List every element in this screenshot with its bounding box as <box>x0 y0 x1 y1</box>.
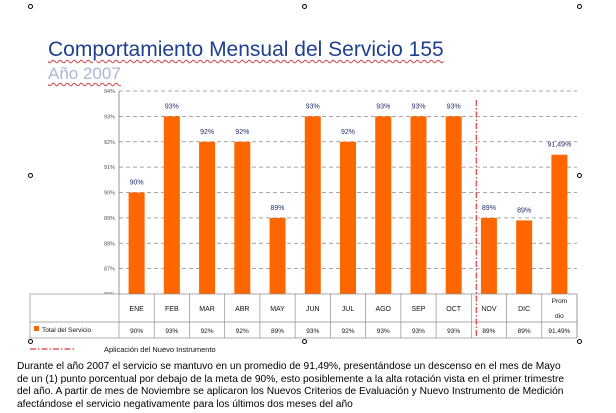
table-value-cell: 93% <box>377 328 390 335</box>
summary-paragraph: Durante el año 2007 el servicio se mantu… <box>17 361 593 411</box>
table-value-cell: 91,49% <box>548 328 570 335</box>
x-category-label: JUL <box>342 306 355 313</box>
table-value-cell: 89% <box>271 328 284 335</box>
selection-handle[interactable] <box>28 173 33 178</box>
table-value-cell: 89% <box>482 328 495 335</box>
bar <box>269 217 286 294</box>
selection-handle[interactable] <box>28 339 33 344</box>
bar-value-label: 92% <box>235 129 249 136</box>
chart-subtitle: Año 2007 <box>48 64 121 83</box>
paragraph-line: Durante el año 2007 el servicio se mantu… <box>17 361 561 372</box>
x-category-label: dio <box>555 313 564 320</box>
paragraph-line: afectándose el servicio negativamente pa… <box>17 398 353 410</box>
bar-value-label: 91,49% <box>548 142 572 149</box>
annotation-legend-label: Aplicación del Nuevo Instrumento <box>104 345 216 354</box>
y-tick-label: 90% <box>104 191 115 197</box>
bar-value-label: 89% <box>517 207 531 214</box>
y-tick-label: 94% <box>104 89 115 95</box>
y-tick-label: 91% <box>104 165 115 171</box>
x-category-label: MAY <box>270 306 285 313</box>
y-tick-label: 89% <box>104 216 115 222</box>
x-category-label: SEP <box>411 306 425 313</box>
selection-handle[interactable] <box>302 4 307 9</box>
bar <box>199 141 216 294</box>
bar <box>410 116 427 294</box>
x-category-label: DIC <box>518 306 530 313</box>
x-category-label: MAR <box>199 306 215 313</box>
legend-swatch <box>34 326 39 331</box>
table-value-cell: 92% <box>341 328 354 335</box>
bar <box>234 141 251 294</box>
x-category-label: JUN <box>306 306 320 313</box>
bar <box>516 220 533 294</box>
x-category-label: FEB <box>165 306 179 313</box>
x-category-label: OCT <box>446 306 462 313</box>
bar <box>163 116 180 294</box>
bar-value-label: 93% <box>306 103 320 110</box>
bar-value-label: 93% <box>376 103 390 110</box>
bar <box>480 217 497 294</box>
legend-series-name: Total del Servicio <box>42 327 92 334</box>
x-category-label: AGO <box>375 306 391 313</box>
data-table <box>29 293 578 339</box>
bar <box>304 116 321 294</box>
bar-value-label: 89% <box>482 205 496 212</box>
y-tick-label: 92% <box>104 140 115 146</box>
table-value-cell: 89% <box>518 328 531 335</box>
table-value-cell: 93% <box>306 328 319 335</box>
selection-handle[interactable] <box>577 339 582 344</box>
table-value-cell: 92% <box>201 328 214 335</box>
selection-handle[interactable] <box>577 173 582 178</box>
x-category-label: NOV <box>481 306 497 313</box>
bar <box>551 154 568 294</box>
table-value-cell: 93% <box>165 328 178 335</box>
x-category-label: ABR <box>235 306 249 313</box>
bar-value-label: 90% <box>130 180 144 187</box>
bar-value-label: 93% <box>165 103 179 110</box>
bar-value-label: 92% <box>341 129 355 136</box>
bar-value-label: 89% <box>271 205 285 212</box>
table-value-cell: 92% <box>236 328 249 335</box>
selection-handle[interactable] <box>577 4 582 9</box>
table-value-cell: 93% <box>412 328 425 335</box>
y-tick-label: 93% <box>104 114 115 120</box>
selection-handle[interactable] <box>302 339 307 344</box>
bar <box>128 192 145 294</box>
bar-value-label: 92% <box>200 129 214 136</box>
x-category-label: ENE <box>129 306 144 313</box>
bar <box>445 116 462 294</box>
bar <box>375 116 392 294</box>
bar-value-label: 93% <box>447 103 461 110</box>
bar-value-label: 93% <box>411 103 425 110</box>
bar-chart[interactable]: 86%87%88%89%90%91%92%93%94%90%93%92%92%8… <box>0 0 616 360</box>
table-value-cell: 90% <box>130 328 143 335</box>
y-tick-label: 87% <box>104 267 115 273</box>
y-tick-label: 88% <box>104 241 115 247</box>
chart-title: Comportamiento Mensual del Servicio 155 <box>48 38 444 61</box>
selection-handle[interactable] <box>28 4 33 9</box>
paragraph-line: del año. A partir de mes de Noviembre se… <box>17 386 564 398</box>
paragraph-line: de un (1) punto porcentual por debajo de… <box>17 373 565 385</box>
x-category-label: Prom <box>552 298 568 305</box>
bar <box>340 141 356 294</box>
table-value-cell: 93% <box>447 328 460 335</box>
